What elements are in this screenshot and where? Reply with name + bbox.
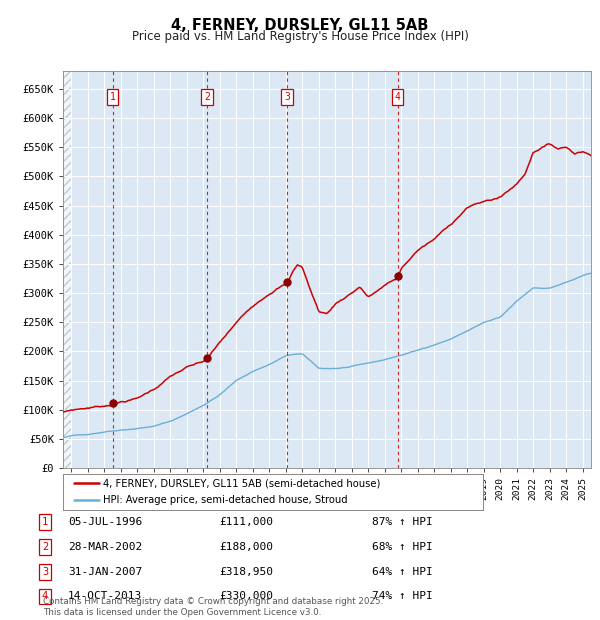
- Text: 68% ↑ HPI: 68% ↑ HPI: [371, 542, 433, 552]
- Text: £188,000: £188,000: [219, 542, 273, 552]
- Text: £318,950: £318,950: [219, 567, 273, 577]
- Text: 4, FERNEY, DURSLEY, GL11 5AB: 4, FERNEY, DURSLEY, GL11 5AB: [172, 18, 428, 33]
- Text: 64% ↑ HPI: 64% ↑ HPI: [371, 567, 433, 577]
- Text: 28-MAR-2002: 28-MAR-2002: [68, 542, 142, 552]
- Text: 31-JAN-2007: 31-JAN-2007: [68, 567, 142, 577]
- Text: 3: 3: [284, 92, 290, 102]
- Text: 87% ↑ HPI: 87% ↑ HPI: [371, 517, 433, 527]
- Text: 14-OCT-2013: 14-OCT-2013: [68, 591, 142, 601]
- Text: 05-JUL-1996: 05-JUL-1996: [68, 517, 142, 527]
- Text: £330,000: £330,000: [219, 591, 273, 601]
- Text: 1: 1: [110, 92, 116, 102]
- Text: 74% ↑ HPI: 74% ↑ HPI: [371, 591, 433, 601]
- Text: 1: 1: [42, 517, 48, 527]
- Text: £111,000: £111,000: [219, 517, 273, 527]
- Bar: [63, 71, 71, 468]
- Text: Contains HM Land Registry data © Crown copyright and database right 2025.
This d: Contains HM Land Registry data © Crown c…: [43, 598, 383, 617]
- Text: 4: 4: [395, 92, 401, 102]
- Text: 4: 4: [42, 591, 48, 601]
- Text: Price paid vs. HM Land Registry's House Price Index (HPI): Price paid vs. HM Land Registry's House …: [131, 30, 469, 43]
- Text: HPI: Average price, semi-detached house, Stroud: HPI: Average price, semi-detached house,…: [103, 495, 347, 505]
- Text: 2: 2: [204, 92, 210, 102]
- Text: 2: 2: [42, 542, 48, 552]
- Text: 4, FERNEY, DURSLEY, GL11 5AB (semi-detached house): 4, FERNEY, DURSLEY, GL11 5AB (semi-detac…: [103, 479, 380, 489]
- Text: 3: 3: [42, 567, 48, 577]
